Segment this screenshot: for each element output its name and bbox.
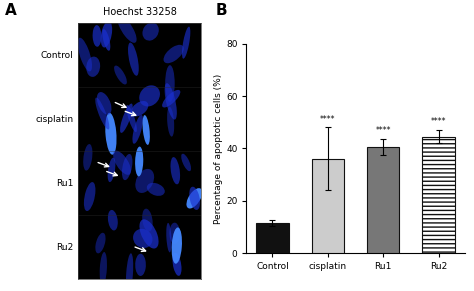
Text: ****: ****	[431, 117, 447, 126]
Ellipse shape	[169, 223, 180, 244]
Text: cisplatin: cisplatin	[36, 115, 73, 124]
Ellipse shape	[95, 233, 106, 253]
Ellipse shape	[164, 45, 184, 63]
Ellipse shape	[108, 158, 115, 182]
Ellipse shape	[164, 83, 177, 120]
Ellipse shape	[131, 101, 148, 116]
Ellipse shape	[86, 56, 100, 77]
Ellipse shape	[147, 183, 165, 196]
Text: ****: ****	[375, 126, 391, 135]
Ellipse shape	[108, 210, 118, 230]
Ellipse shape	[78, 38, 92, 71]
Ellipse shape	[132, 115, 143, 144]
Text: B: B	[216, 3, 228, 17]
Ellipse shape	[173, 253, 182, 276]
Ellipse shape	[162, 90, 180, 107]
Text: Ru2: Ru2	[56, 243, 73, 252]
Ellipse shape	[95, 97, 109, 129]
Ellipse shape	[120, 104, 133, 133]
Ellipse shape	[167, 107, 174, 136]
Ellipse shape	[139, 219, 159, 249]
Y-axis label: Percentage of apoptotic cells (%): Percentage of apoptotic cells (%)	[214, 73, 223, 223]
Ellipse shape	[172, 228, 182, 264]
Ellipse shape	[122, 154, 132, 180]
Ellipse shape	[143, 22, 159, 41]
Text: Ru1: Ru1	[56, 179, 73, 188]
Text: Hoechst 33258: Hoechst 33258	[103, 8, 177, 17]
Ellipse shape	[166, 223, 172, 252]
Ellipse shape	[186, 188, 202, 209]
Ellipse shape	[135, 147, 143, 176]
Ellipse shape	[83, 144, 92, 171]
Ellipse shape	[84, 182, 95, 211]
Ellipse shape	[136, 169, 154, 193]
Ellipse shape	[100, 21, 112, 47]
Bar	[256, 223, 289, 253]
Text: ****: ****	[320, 115, 336, 124]
Ellipse shape	[128, 42, 139, 76]
Ellipse shape	[143, 115, 150, 145]
Ellipse shape	[126, 105, 137, 132]
Ellipse shape	[133, 229, 153, 248]
Bar	[367, 147, 399, 253]
Ellipse shape	[114, 65, 127, 84]
Ellipse shape	[142, 209, 153, 232]
Ellipse shape	[102, 29, 110, 51]
Ellipse shape	[181, 154, 191, 171]
Ellipse shape	[189, 187, 200, 210]
Ellipse shape	[182, 27, 191, 59]
Bar	[312, 159, 344, 253]
Ellipse shape	[92, 25, 101, 47]
Ellipse shape	[126, 253, 133, 291]
Ellipse shape	[97, 92, 111, 115]
Ellipse shape	[165, 65, 175, 102]
Bar	[422, 137, 455, 253]
Ellipse shape	[100, 252, 107, 285]
Ellipse shape	[113, 151, 131, 175]
Ellipse shape	[171, 157, 180, 184]
Text: A: A	[5, 3, 17, 17]
Ellipse shape	[135, 254, 146, 276]
Ellipse shape	[139, 85, 160, 107]
Ellipse shape	[105, 113, 117, 155]
Ellipse shape	[118, 15, 137, 43]
Text: Control: Control	[41, 51, 73, 60]
